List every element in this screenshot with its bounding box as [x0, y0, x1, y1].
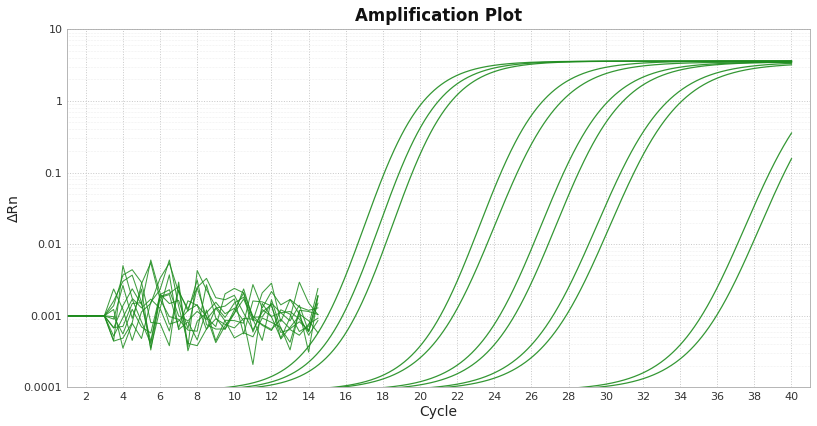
Y-axis label: ΔRn: ΔRn: [7, 194, 21, 222]
Title: Amplification Plot: Amplification Plot: [355, 7, 522, 25]
X-axis label: Cycle: Cycle: [420, 405, 458, 419]
